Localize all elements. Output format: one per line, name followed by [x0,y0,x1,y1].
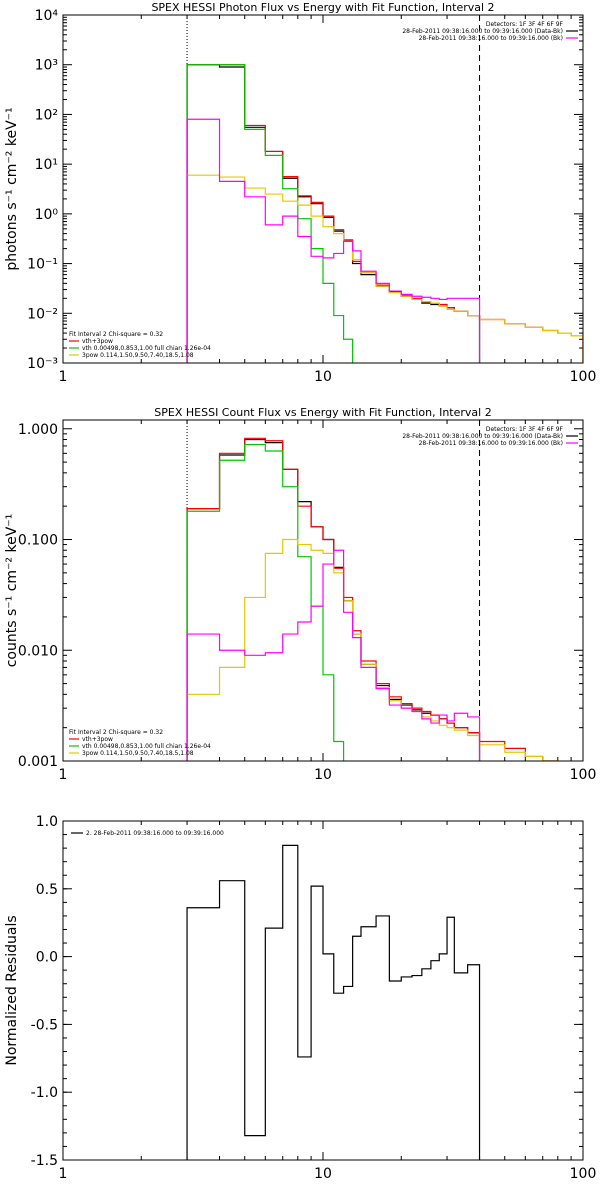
y-axis-label: counts s⁻¹ cm⁻² keV⁻¹ [4,514,20,668]
legend-entry: Fit Interval 2 Chi-square = 0.32 [69,729,163,736]
y-tick-label: 10² [35,107,58,123]
x-tick-label: 1 [59,767,68,783]
legend-entry: 28-Feb-2011 09:38:16.000 to 09:39:16.000… [402,28,563,35]
series-group [186,64,583,363]
series-group [186,844,481,1160]
plot-frame [62,419,584,762]
legend-entry: 3pow 0.114,1.50,9.50,7.40,18.5,1.08 [82,750,194,757]
legend-entry: 28-Feb-2011 09:38:16.000 to 09:39:16.000… [419,440,563,447]
legend-entry: Fit Interval 2 Chi-square = 0.32 [69,331,163,338]
y-tick-label: 10⁰ [35,207,59,223]
series-2-28-feb-2011-09-38-16-000-to-09-39-16-000 [186,844,481,1160]
chart-title: SPEX HESSI Photon Flux vs Energy with Fi… [151,1,494,14]
y-tick-label: 0.100 [18,533,58,549]
legend-entry: vth+3pow [82,338,113,345]
legend-entry: Detectors: 1F 3F 4F 6F 9F [486,426,564,433]
legend-entry: vth 0.00498,0.853,1.00 full chian 1.26e-… [82,743,211,750]
x-tick-label: 10 [314,369,332,385]
y-tick-label: 0.5 [36,882,58,898]
plot-frame [62,14,584,364]
y-tick-label: 10¹ [35,157,58,173]
y-axis-label: photons s⁻¹ cm⁻² keV⁻¹ [4,107,20,270]
chart-title: SPEX HESSI Count Flux vs Energy with Fit… [154,406,491,419]
y-tick-label: 0.0 [36,950,58,966]
series-vth-3pow [186,437,559,761]
x-tick-label: 10 [314,1166,332,1182]
y-tick-label: -1.0 [31,1085,58,1101]
photon-flux-panel: SPEX HESSI Photon Flux vs Energy with Fi… [4,1,596,385]
residuals-panel: Normalized Residuals 1 10 100 1.0 0.5 0.0 -0.5 -… [4,814,596,1182]
x-tick-label: 100 [570,1166,597,1182]
series-bk [186,549,481,761]
x-tick-label: 1 [59,369,68,385]
y-tick-label: 10⁴ [35,8,59,24]
y-tick-label: 0.010 [18,643,58,659]
x-tick-label: 10 [314,767,332,783]
y-tick-label: 10³ [35,58,58,74]
y-tick-label: 10⁻³ [27,356,58,372]
series-bk [186,118,481,363]
series-3pow [186,174,583,363]
plot-frame [62,820,584,1161]
legend-entry: 28-Feb-2011 09:38:16.000 to 09:39:16.000… [402,433,563,440]
y-tick-label: 10⁻² [27,306,58,322]
legend-entry: vth+3pow [82,736,113,743]
y-tick-label: 0.001 [18,754,58,770]
series-vth [186,443,345,761]
y-tick-label: 1.0 [36,814,58,830]
y-axis-label: Normalized Residuals [4,915,20,1065]
legend-entry: vth 0.00498,0.853,1.00 full chian 1.26e-… [82,345,211,352]
legend-entry: Detectors: 1F 3F 4F 6F 9F [486,21,564,28]
series-3pow [186,538,559,761]
x-tick-label: 100 [570,369,597,385]
series-vth-3pow [186,64,583,363]
x-tick-label: 100 [570,767,597,783]
x-tick-label: 1 [59,1166,68,1182]
y-tick-label: 10⁻¹ [27,257,58,273]
y-tick-label: -0.5 [31,1017,58,1033]
legend-entry: 3pow 0.114,1.50,9.50,7.40,18.5,1.08 [82,352,194,359]
legend-entry: 2. 28-Feb-2011 09:38:16.000 to 09:39:16.… [86,830,224,837]
count-flux-panel: SPEX HESSI Count Flux vs Energy with Fit… [4,406,597,783]
y-tick-label: 1.000 [18,422,58,438]
legend-entry: 28-Feb-2011 09:38:16.000 to 09:39:16.000… [419,35,563,42]
y-tick-label: -1.5 [31,1153,58,1169]
series-group [186,437,559,761]
